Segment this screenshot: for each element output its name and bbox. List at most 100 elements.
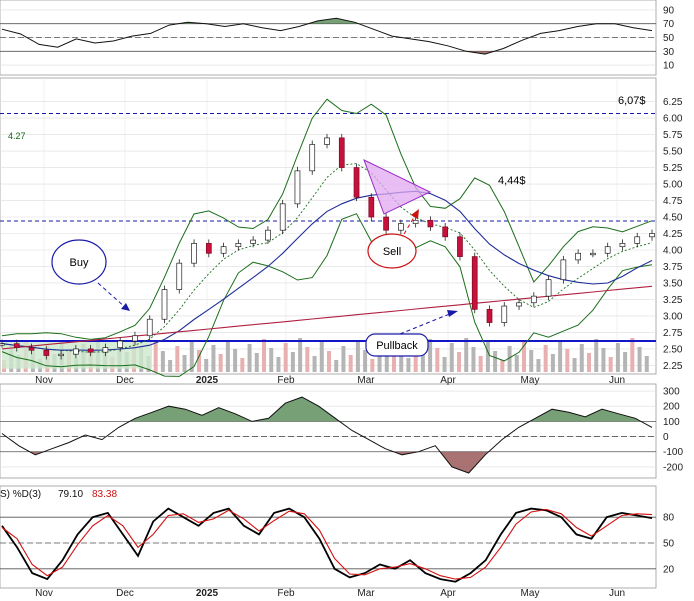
stoch-x-tick: Feb xyxy=(277,588,295,599)
volume-bar xyxy=(500,360,505,372)
volume-bar xyxy=(298,338,303,372)
volume-bar xyxy=(428,339,433,372)
candle-body xyxy=(191,243,197,264)
volume-bar xyxy=(406,358,411,372)
price-y-tick: 6.00 xyxy=(663,114,683,125)
candle-body xyxy=(0,343,5,346)
volume-bar xyxy=(225,340,230,372)
candle-body xyxy=(309,144,316,172)
price-y-tick: 5.50 xyxy=(663,147,683,158)
volume-bar xyxy=(233,349,238,372)
stoch-legend: S) %D(3) 79.10 83.38 xyxy=(0,489,117,500)
pullback-label: Pullback xyxy=(376,340,418,352)
cci-y-tick: 100 xyxy=(663,417,680,428)
candle-body xyxy=(265,229,271,241)
volume-bar xyxy=(363,350,368,372)
candle-body xyxy=(427,219,434,228)
candle-body xyxy=(353,167,360,198)
sell-arrow-head xyxy=(411,209,419,219)
candle-body xyxy=(13,343,20,348)
price-y-tick: 3.25 xyxy=(663,295,683,306)
volume-bar xyxy=(218,354,223,372)
triangle-shape xyxy=(363,159,432,215)
volume-bar xyxy=(189,341,194,372)
candle-body xyxy=(43,349,50,356)
volume-bar xyxy=(355,341,360,372)
candle-body xyxy=(501,305,508,323)
stoch-x-tick: Jun xyxy=(609,588,625,599)
candle-body xyxy=(412,219,419,224)
volume-bar xyxy=(637,347,642,372)
rsi-overbought-fill xyxy=(2,18,652,24)
ma50-line xyxy=(1,190,653,351)
stoch-d-value: 83.38 xyxy=(92,489,117,500)
price-mid-label: 4,44$ xyxy=(498,175,526,187)
price-x-tick: Mar xyxy=(357,375,375,386)
price-y-tick: 2.25 xyxy=(663,361,683,372)
rsi-y-tick: 90 xyxy=(663,5,675,16)
candle-body xyxy=(294,170,301,205)
volume-bar xyxy=(262,339,266,372)
stoch-y-tick: 50 xyxy=(663,539,675,550)
candle-body xyxy=(338,137,345,168)
volume-bar xyxy=(341,346,346,372)
candle-body xyxy=(457,236,463,257)
volume-bar xyxy=(399,349,404,372)
cci-y-tick: -100 xyxy=(663,447,683,458)
candle-body xyxy=(205,243,212,254)
volume-bar xyxy=(449,343,454,372)
pullback-annotation: Pullback xyxy=(365,310,458,357)
cci-y-tick: 0 xyxy=(663,432,669,443)
volume-bar xyxy=(630,338,635,372)
volume-bar xyxy=(240,358,245,372)
stoch-x-tick: Dec xyxy=(116,588,134,599)
candle-body xyxy=(516,302,522,307)
stoch-y-tick: 20 xyxy=(663,564,675,575)
candle-body xyxy=(87,348,94,353)
cci-panel xyxy=(0,383,657,479)
price-y-tick: 2.75 xyxy=(663,328,683,339)
volume-bar xyxy=(160,351,165,372)
pullback-arrow-head xyxy=(447,310,458,317)
candle-body xyxy=(324,137,330,145)
volume-bar xyxy=(572,358,577,372)
volume-bar xyxy=(493,351,498,372)
price-y-tick: 4.75 xyxy=(663,196,683,207)
volume-bar xyxy=(377,345,382,372)
candle-body xyxy=(649,233,655,238)
volume-bar xyxy=(514,355,519,372)
price-y-tick: 5.00 xyxy=(663,180,683,191)
buy-annotation: Buy xyxy=(51,239,130,311)
candle-body xyxy=(560,259,567,281)
volume-bar xyxy=(283,343,288,372)
stoch-x-tick: Apr xyxy=(440,588,456,599)
stoch-panel xyxy=(0,485,657,589)
left-value-label: 4.27 xyxy=(8,131,26,141)
bollinger-mid xyxy=(1,163,653,353)
volume-bar xyxy=(413,344,418,372)
candle-body xyxy=(619,243,626,248)
volume-bar xyxy=(312,356,317,372)
price-x-tick: Dec xyxy=(116,375,134,386)
volume-bar xyxy=(327,351,331,372)
cci-y-tick: 200 xyxy=(663,402,680,413)
candle-body xyxy=(575,252,581,261)
volume-bar xyxy=(305,347,310,372)
volume-bar xyxy=(565,349,570,372)
price-y-tick: 2.50 xyxy=(663,344,683,355)
buy-arrow xyxy=(97,282,127,309)
candle-body xyxy=(279,203,286,231)
price-y-tick: 3.00 xyxy=(663,311,683,322)
stoch-k-value: 79.10 xyxy=(58,489,83,500)
candle-body xyxy=(146,318,153,337)
price-y-tick: 5.75 xyxy=(663,130,683,141)
volume-bar xyxy=(529,350,534,372)
candle-body xyxy=(545,279,552,297)
candle-body xyxy=(235,243,242,248)
candle-body xyxy=(442,226,449,238)
candle-body xyxy=(383,216,389,231)
volume-bar xyxy=(594,339,599,372)
volume-bar xyxy=(384,354,389,372)
candle-body xyxy=(634,236,641,244)
